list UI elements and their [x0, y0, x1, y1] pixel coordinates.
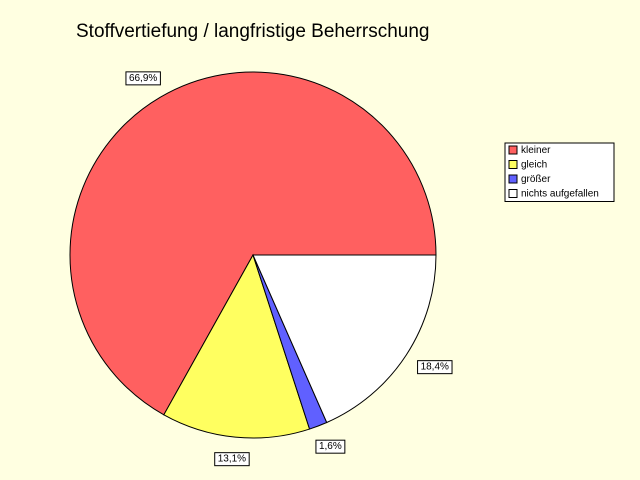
- pie-slice: [69, 71, 437, 416]
- chart-title: Stoffvertiefung / langfristige Beherrsch…: [76, 21, 429, 42]
- legend-label: nichts aufgefallen: [521, 189, 599, 200]
- legend-label: gleich: [521, 160, 547, 171]
- pie-slice: [252, 254, 437, 424]
- data-label-box: [417, 360, 453, 375]
- pie-slice: [163, 253, 311, 439]
- data-label: 1,6%: [319, 441, 342, 452]
- legend-swatch: [508, 145, 518, 155]
- legend-box: [504, 142, 615, 202]
- data-label: 13,1%: [218, 454, 246, 465]
- data-label: 66,9%: [129, 73, 157, 84]
- data-label: 18,4%: [421, 362, 449, 373]
- data-label-box: [125, 71, 161, 86]
- legend-swatch: [508, 174, 518, 184]
- legend-swatch: [508, 160, 518, 169]
- data-label-box: [214, 452, 250, 467]
- legend-swatch: [508, 189, 518, 198]
- data-label-box: [315, 439, 346, 454]
- legend-label: kleiner: [521, 145, 551, 156]
- legend-label: größer: [521, 174, 551, 185]
